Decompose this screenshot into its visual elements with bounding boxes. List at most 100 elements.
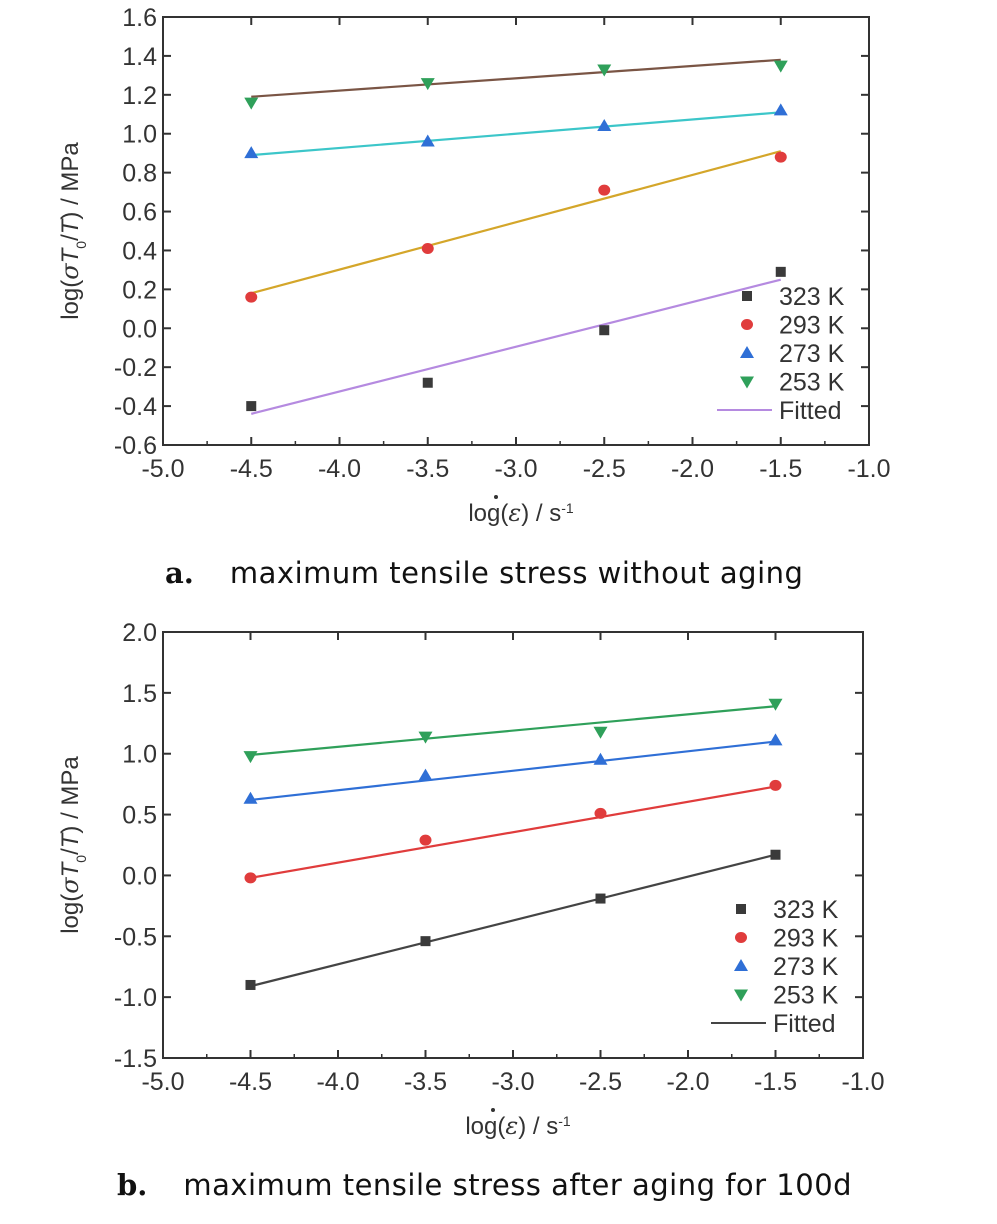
fitted-line-273k [251,111,781,157]
plot-frame [162,631,864,1059]
data-point-323k [595,893,606,904]
y-tick-label: -1.0 [114,984,157,1012]
x-tick-label: -3.0 [491,1068,534,1096]
data-point-323k [422,377,433,388]
figure-caption: b. maximum tensile stress after aging for… [117,1168,852,1202]
legend-label: 293 K [779,312,845,340]
y-tick-label: 1.2 [122,82,157,110]
x-label-part: ) / s [518,1113,558,1140]
legend-label: 253 K [773,982,839,1010]
x-label-symbol: ε [505,1112,518,1140]
x-tick-label: -4.5 [229,1068,272,1096]
x-tick-label: -3.0 [494,455,537,483]
data-point-253k [243,751,258,764]
legend-label: 253 K [779,369,845,397]
y-label-subscript: 0 [73,241,89,249]
data-point-293k [598,184,611,196]
fitted-line-293k [250,785,776,879]
fitted-line-293k [250,150,782,295]
y-label-symbol: σ [56,263,84,280]
fitted-line-253k [250,705,776,757]
data-point-253k [420,78,435,91]
data-point-273k [768,733,783,746]
legend-label: 323 K [773,896,839,924]
data-point-253k [244,97,259,110]
y-label-part: / [57,848,84,855]
data-point-253k [593,726,608,739]
x-axis-label: log(ε) / s-1 [465,1112,571,1140]
legend-marker [736,904,746,914]
legend-marker [734,959,748,971]
legend-label: 323 K [779,283,845,311]
y-tick-label: -0.5 [114,923,157,951]
x-tick-label: -3.5 [404,1068,447,1096]
y-label-symbol: T [57,246,84,263]
legend-marker [735,932,747,943]
y-label-part: / [57,234,84,241]
y-label-symbol: T [57,831,84,848]
y-axis-label: log(σT0/T) / MPa [56,756,89,934]
x-tick-label: -1.0 [847,455,890,483]
figure-caption: a. maximum tensile stress without aging [165,556,803,590]
y-tick-label: -0.6 [114,432,157,460]
y-tick-label: 0.0 [122,862,157,890]
y-label-part: ) / MPa [57,756,84,834]
data-point-293k [421,243,434,255]
y-tick-label: 0.5 [122,802,157,830]
y-tick-label: 1.6 [122,4,157,32]
x-label-symbol: ε [508,499,521,527]
x-label-part: log( [468,500,508,527]
data-point-273k [773,103,788,116]
y-tick-label: 1.5 [122,680,157,708]
legend-marker [740,376,754,389]
y-tick-label: 2.0 [122,619,157,647]
data-point-293k [594,807,607,819]
x-tick-label: -2.0 [666,1068,709,1096]
data-point-323k [770,849,781,860]
y-tick-label: 1.0 [122,741,157,769]
x-tick-label: -2.5 [583,455,626,483]
y-tick-label: 0.8 [122,160,157,188]
x-tick-label: -5.0 [141,1068,184,1096]
chart-panel-b: -5.0 -4.5 -4.0 -3.5 -3.0 -2.5 -2.0 -1.5 -1.0 -1.5… [56,619,885,1202]
legend-label-fitted: Fitted [779,397,842,425]
x-tick-label: -1.5 [759,455,802,483]
chart-panel-a: -5.0 -4.5 -4.0 -3.5 -3.0 -2.5 -2.0 -1.5 -1.0 -0.6… [56,4,891,590]
y-tick-label: 0.4 [122,237,157,265]
legend-label: 293 K [773,925,839,953]
caption-letter: b. [117,1168,147,1202]
data-point-253k [773,60,788,73]
data-point-253k [768,698,783,711]
caption-text: maximum tensile stress without aging [230,556,804,590]
legend-label-fitted: Fitted [773,1010,836,1038]
y-tick-label: 0.2 [122,276,157,304]
y-tick-label: 0.6 [122,199,157,227]
data-point-253k [418,731,433,744]
caption-letter: a. [165,556,194,590]
legend-marker [741,319,753,330]
x-tick-label: -5.0 [141,455,184,483]
data-point-293k [774,151,787,163]
x-tick-label: -1.0 [841,1068,884,1096]
y-label-subscript: 0 [73,855,89,863]
x-tick-label: -1.5 [754,1068,797,1096]
x-tick-label: -3.5 [406,455,449,483]
data-point-273k [420,134,435,147]
x-label-part: ) / s [521,500,561,527]
legend-label: 273 K [773,953,839,981]
x-label-dot-accent [491,1108,495,1112]
data-point-323k [420,936,431,947]
x-tick-label: -4.5 [230,455,273,483]
fitted-line-323k [250,853,776,988]
y-label-part: log( [57,280,84,320]
data-point-323k [599,325,610,336]
data-point-273k [244,146,259,159]
y-tick-label: 0.0 [122,315,157,343]
y-tick-label: -1.5 [114,1045,157,1073]
legend-label: 273 K [779,340,845,368]
x-tick-label: -2.0 [671,455,714,483]
x-axis-label: log(ε) / s-1 [468,499,574,527]
data-point-293k [244,872,257,884]
fitted-line-323k [250,278,782,415]
